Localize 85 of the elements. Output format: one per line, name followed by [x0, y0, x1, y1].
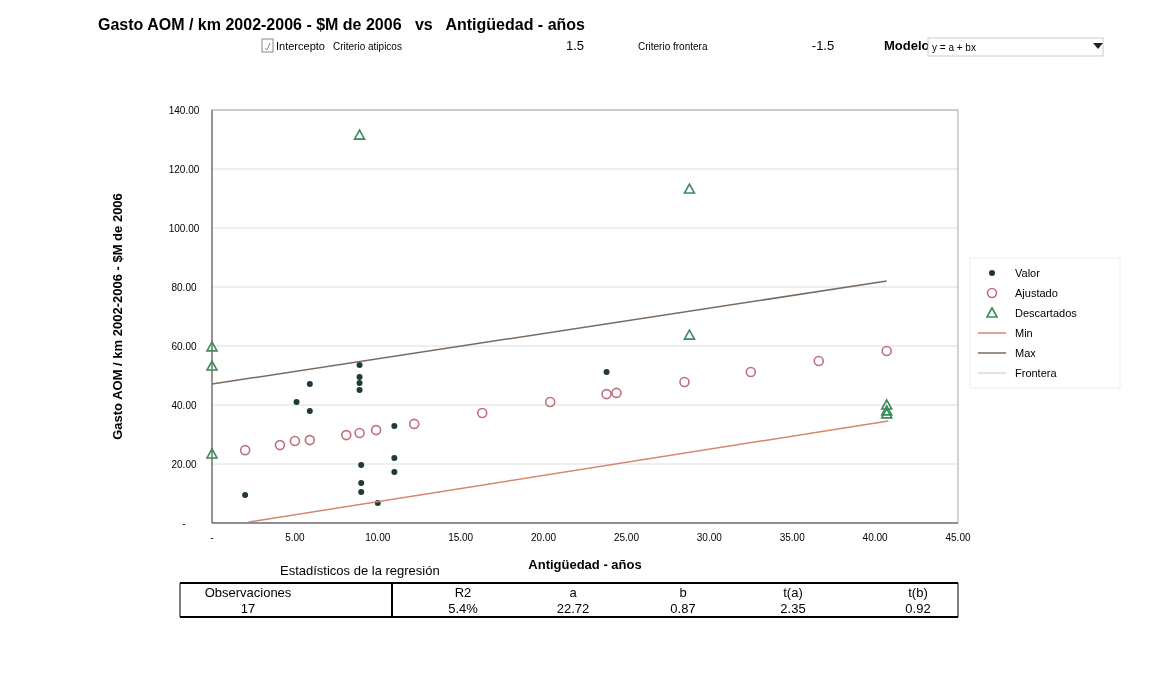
text: R2 — [454, 585, 472, 600]
text: Intercepto — [276, 40, 325, 52]
point — [603, 368, 610, 375]
legend-label: Descartados — [1015, 307, 1078, 319]
point — [476, 407, 488, 419]
chart-title: Gasto AOM / km 2002-2006 - $M de 2006 vs Antigüedad - años — [98, 16, 586, 33]
point — [611, 387, 622, 399]
point — [391, 422, 398, 429]
text: a — [569, 585, 578, 600]
text: t(a) — [783, 585, 803, 600]
point — [356, 373, 363, 380]
point — [356, 386, 363, 393]
legend-label: Frontera — [1015, 367, 1058, 379]
point — [745, 366, 757, 378]
point — [206, 341, 218, 352]
text: Modelo — [884, 38, 930, 53]
point — [391, 468, 398, 475]
y-tick-label: 60.00 — [171, 341, 197, 352]
x-tick-label: 40.00 — [862, 532, 889, 543]
text: 1.5 — [565, 38, 585, 53]
x-axis-title: Antigüedad - años — [528, 557, 642, 572]
text: t(b) — [908, 585, 928, 600]
point — [354, 427, 365, 439]
point — [306, 381, 313, 388]
point — [356, 361, 363, 368]
point — [293, 399, 300, 406]
point — [274, 439, 286, 451]
point — [358, 461, 365, 468]
x-tick-label: 10.00 — [365, 532, 391, 543]
text: b — [679, 585, 687, 600]
point — [206, 360, 218, 371]
point — [391, 455, 398, 462]
legend-label: Valor — [1015, 267, 1041, 279]
point — [340, 429, 352, 441]
point — [306, 407, 313, 414]
y-tick-label: 120.00 — [168, 164, 200, 175]
y-tick-label: 140.00 — [168, 105, 200, 116]
text: -1.5 — [811, 38, 835, 53]
point — [239, 444, 251, 456]
text: Estadísticos de la regresión — [280, 563, 440, 578]
text: 17 — [240, 601, 256, 616]
y-tick-label: - — [182, 518, 186, 529]
point — [356, 379, 363, 386]
text: y = a + bx — [932, 42, 976, 53]
text: 22.72 — [556, 601, 590, 616]
legend-label: Min — [1015, 327, 1033, 339]
point — [881, 345, 893, 357]
point — [683, 183, 696, 194]
legend-label: Max — [1015, 347, 1037, 359]
text: Observaciones — [204, 585, 292, 600]
y-tick-label: 40.00 — [171, 400, 197, 411]
text: 0.92 — [905, 601, 931, 616]
text: 0.87 — [670, 601, 696, 616]
y-tick-label: 100.00 — [168, 223, 200, 234]
y-axis-title: Gasto AOM / km 2002-2006 - $M de 2006 — [110, 193, 125, 440]
point — [679, 376, 690, 388]
text: Criterio frontera — [638, 41, 708, 52]
x-tick-label: 15.00 — [448, 532, 474, 543]
point — [544, 396, 556, 408]
point — [813, 355, 825, 367]
point — [304, 434, 316, 446]
y-tick-label: 20.00 — [171, 459, 197, 470]
x-tick-label: 30.00 — [696, 532, 723, 543]
x-tick-label: 5.00 — [285, 532, 306, 543]
x-tick-label: 35.00 — [779, 532, 806, 543]
point — [880, 399, 893, 410]
y-tick-label: 80.00 — [171, 282, 197, 293]
point — [353, 129, 366, 140]
text: 2.35 — [780, 601, 806, 616]
point — [683, 329, 696, 340]
text: Criterio atipicos — [333, 41, 402, 52]
x-tick-label: 25.00 — [613, 532, 640, 543]
text: 5.4% — [448, 601, 479, 616]
legend-label: Ajustado — [1015, 287, 1058, 299]
x-tick-label: - — [210, 532, 214, 543]
point — [601, 388, 612, 400]
x-tick-label: 45.00 — [945, 532, 971, 543]
point — [289, 435, 301, 447]
point — [408, 418, 420, 430]
point — [206, 448, 218, 459]
point — [358, 479, 365, 486]
x-tick-label: 20.00 — [531, 532, 557, 543]
point — [358, 489, 365, 496]
point — [370, 424, 382, 436]
point — [242, 491, 249, 498]
